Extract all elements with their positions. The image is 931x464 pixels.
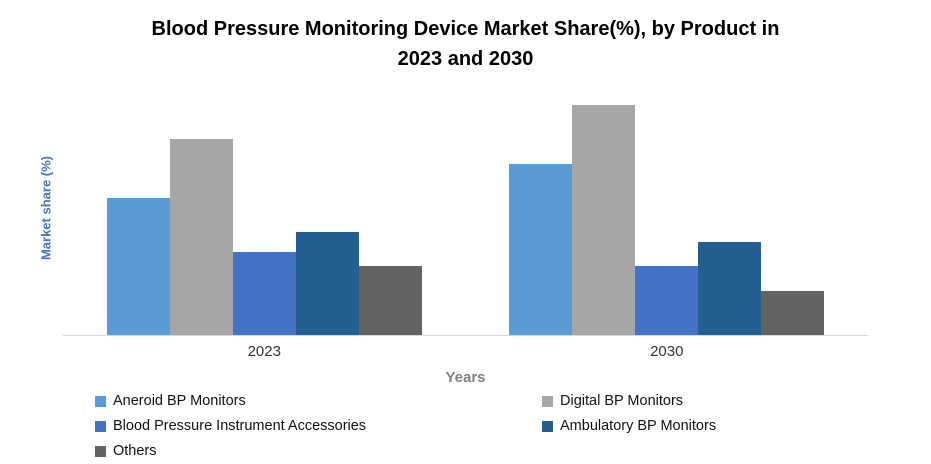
x-axis-title: Years xyxy=(445,369,486,386)
bar-ambulatory-bp-monitors-2023 xyxy=(295,232,359,335)
chart-title: Blood Pressure Monitoring Device Market … xyxy=(0,14,931,74)
bar-blood-pressure-instrument-accessories-2030 xyxy=(635,266,699,335)
x-tick-2030: 2030 xyxy=(650,343,684,360)
bar-others-2030 xyxy=(761,290,825,335)
legend-item-others: Others xyxy=(95,442,542,460)
legend-label-blood-pressure-instrument-accessories: Blood Pressure Instrument Accessories xyxy=(113,418,367,434)
legend-label-aneroid-bp-monitors: Aneroid BP Monitors xyxy=(113,393,246,409)
bar-blood-pressure-instrument-accessories-2023 xyxy=(232,251,296,335)
bar-others-2023 xyxy=(358,266,422,335)
bar-group-2030 xyxy=(509,90,825,335)
bar-ambulatory-bp-monitors-2030 xyxy=(698,241,762,335)
legend-swatch-aneroid-bp-monitors xyxy=(95,395,106,407)
legend-swatch-ambulatory-bp-monitors xyxy=(542,420,553,432)
legend-swatch-blood-pressure-instrument-accessories xyxy=(95,420,106,432)
bar-aneroid-bp-monitors-2030 xyxy=(509,163,573,335)
legend-label-digital-bp-monitors: Digital BP Monitors xyxy=(560,393,684,409)
x-axis-ticks: 2023 2030 xyxy=(63,343,868,360)
legend-item-aneroid-bp-monitors: Aneroid BP Monitors xyxy=(95,392,542,410)
bar-aneroid-bp-monitors-2023 xyxy=(106,197,170,335)
bar-digital-bp-monitors-2023 xyxy=(169,139,233,335)
legend-item-blood-pressure-instrument-accessories: Blood Pressure Instrument Accessories xyxy=(95,417,542,435)
legend-label-ambulatory-bp-monitors: Ambulatory BP Monitors xyxy=(560,418,717,434)
legend: Aneroid BP Monitors Digital BP Monitors Bl… xyxy=(95,392,716,460)
legend-swatch-others xyxy=(95,445,106,457)
x-tick-2023: 2023 xyxy=(247,343,281,360)
legend-item-ambulatory-bp-monitors: Ambulatory BP Monitors xyxy=(542,417,716,435)
bar-group-2023 xyxy=(106,90,422,335)
legend-item-digital-bp-monitors: Digital BP Monitors xyxy=(542,392,716,410)
legend-swatch-digital-bp-monitors xyxy=(542,395,553,407)
chart-title-line2: 2023 and 2030 xyxy=(397,48,534,70)
bar-digital-bp-monitors-2030 xyxy=(572,104,636,335)
y-axis-title: Market share (%) xyxy=(38,155,54,261)
chart-title-line1: Blood Pressure Monitoring Device Market … xyxy=(151,18,780,40)
legend-label-others: Others xyxy=(113,443,157,459)
plot-area xyxy=(63,90,868,336)
